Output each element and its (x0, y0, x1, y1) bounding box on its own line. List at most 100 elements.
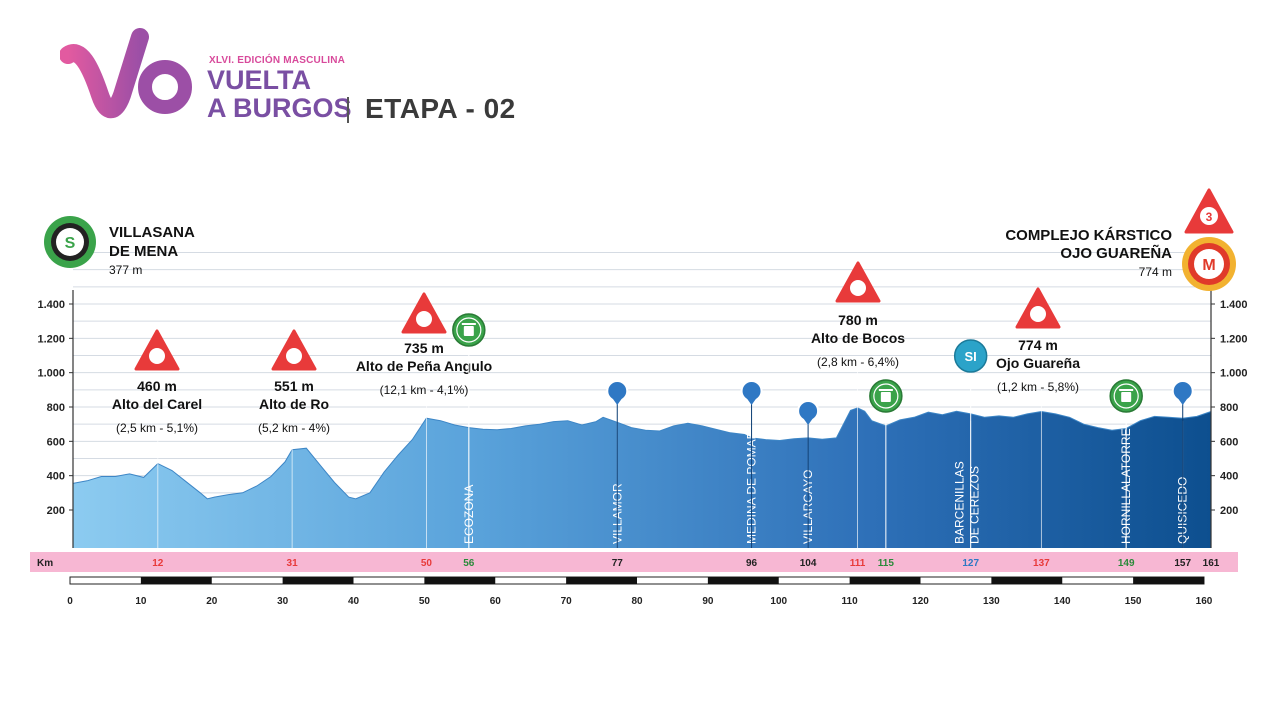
brand-title-line2: A BURGOS (207, 93, 352, 123)
vb-logo-icon (60, 28, 192, 118)
undefined-inner (416, 311, 432, 327)
elevation-profile (73, 407, 1211, 548)
x-tick-label: 10 (135, 596, 147, 607)
km-mark: 115 (878, 558, 895, 569)
km-mark: 31 (287, 558, 299, 569)
climb-altitude: 460 m (137, 378, 177, 394)
scale-segment (849, 577, 921, 584)
x-tick-label: 60 (490, 596, 502, 607)
finish-category-label: 3 (1206, 210, 1213, 224)
climb-altitude: 774 m (1018, 337, 1058, 353)
finish-name-line2: OJO GUAREÑA (1060, 244, 1172, 262)
km-mark: 127 (962, 558, 979, 569)
waste-bin-icon-ring (1113, 383, 1139, 409)
climb-detail: (2,8 km - 6,4%) (817, 355, 899, 369)
scale-segment (991, 577, 1063, 584)
waste-bin-icon-ring (873, 383, 899, 409)
waypoint-pin-icon-tail (803, 418, 814, 425)
climb-name: Ojo Guareña (996, 355, 1080, 371)
waste-bin-icon-body (1121, 392, 1132, 402)
sprint-badge-icon (953, 339, 988, 373)
undefined-inner (1030, 306, 1046, 322)
stage-title: ETAPA - 02 (365, 93, 516, 124)
km-mark: 56 (463, 558, 475, 569)
x-tick-label: 90 (702, 596, 714, 607)
finish-name-line1: COMPLEJO KÁRSTICO (1005, 227, 1172, 244)
y-tick-label-left: 1.400 (37, 299, 65, 311)
km-mark: 104 (800, 558, 817, 569)
x-tick-label: 100 (770, 596, 787, 607)
km-mark: 12 (152, 558, 164, 569)
page-header: XLVI. EDICIÓN MASCULINA VUELTA A BURGOS … (0, 0, 1280, 150)
km-mark: 50 (421, 558, 433, 569)
climb-altitude: 735 m (404, 340, 444, 356)
finish-badge: M (1182, 237, 1236, 291)
climb-name: Alto de Bocos (811, 330, 905, 346)
scale-segment (707, 577, 779, 584)
x-tick-label: 140 (1054, 596, 1071, 607)
start-badge: S (44, 216, 96, 268)
x-tick-label: 120 (912, 596, 929, 607)
km-mark: 137 (1033, 558, 1050, 569)
markers: 460 m Alto del Carel (2,5 km - 5,1%) 551 m A… (112, 261, 1194, 548)
climb-detail: (1,2 km - 5,8%) (997, 380, 1079, 394)
km-mark: 161 (1203, 558, 1220, 569)
finish-badge-label: M (1202, 257, 1215, 274)
scale-segment (140, 577, 212, 584)
start-name-line1: VILLASANA (109, 224, 195, 241)
climb-altitude: 551 m (274, 378, 314, 394)
km-band-bg (30, 552, 1238, 572)
x-tick-label: 30 (277, 596, 289, 607)
scale-segment (424, 577, 496, 584)
y-tick-label-right: 200 (1220, 505, 1238, 517)
y-tick-label-left: 800 (47, 402, 65, 414)
x-tick-label: 70 (561, 596, 573, 607)
y-tick-label-right: 400 (1220, 471, 1238, 483)
scale-segment (566, 577, 637, 584)
scale-segment (1133, 577, 1204, 584)
x-tick-label: 150 (1125, 596, 1142, 607)
y-tick-label-right: 1.000 (1220, 368, 1248, 380)
brand-separator (347, 97, 349, 123)
km-mark: 157 (1174, 558, 1191, 569)
waste-bin-icon-body (880, 392, 891, 402)
km-band: Km 12 31 50 56 77 96 104 111 115 127 137 149 157 161 (30, 552, 1238, 572)
climb-detail: (12,1 km - 4,1%) (380, 383, 469, 397)
climb-name: Alto de Peña Angulo (356, 358, 492, 374)
elevation-profile-outline (72, 407, 1212, 500)
finish-altitude: 774 m (1139, 265, 1172, 279)
waste-bin-icon-lid (878, 389, 893, 391)
y-tick-label-left: 1.000 (37, 368, 65, 380)
undefined-inner (286, 348, 302, 364)
finish-category-badge: 3 (1184, 188, 1234, 234)
climb-altitude: 780 m (838, 312, 878, 328)
x-tick-label: 0 (67, 596, 73, 607)
y-tick-label-left: 400 (47, 471, 65, 483)
y-tick-label-right: 800 (1220, 402, 1238, 414)
sprint-label: SI (965, 349, 977, 364)
town-label: BARCENILLAS (953, 461, 967, 544)
start-altitude: 377 m (109, 263, 142, 277)
km-band-label: Km (37, 558, 53, 569)
climb-detail: (5,2 km - 4%) (258, 421, 330, 435)
x-tick-label: 40 (348, 596, 360, 607)
y-tick-label-left: 600 (47, 436, 65, 448)
edition-label: XLVI. EDICIÓN MASCULINA (209, 55, 346, 66)
x-tick-label: 80 (631, 596, 643, 607)
y-axes: 200 200 400 400 600 600 800 800 1.000 1.000 1.200 1… (37, 290, 1248, 548)
y-tick-label-right: 600 (1220, 436, 1238, 448)
x-tick-label: 110 (842, 596, 859, 607)
waste-bin-icon-body (463, 326, 474, 336)
scale-segment (282, 577, 354, 584)
brand-title-line1: VUELTA (207, 65, 311, 95)
waypoint-pin-icon-tail (746, 398, 757, 405)
y-tick-label-left: 200 (47, 505, 65, 517)
km-mark: 96 (746, 558, 758, 569)
y-tick-label-left: 1.200 (37, 333, 65, 345)
x-tick-label: 130 (983, 596, 1000, 607)
start-name-line2: DE MENA (109, 243, 178, 260)
waste-bin-icon-lid (461, 323, 476, 325)
undefined-inner (850, 280, 866, 296)
start-badge-label: S (65, 235, 76, 252)
climb-name: Alto del Carel (112, 396, 202, 412)
